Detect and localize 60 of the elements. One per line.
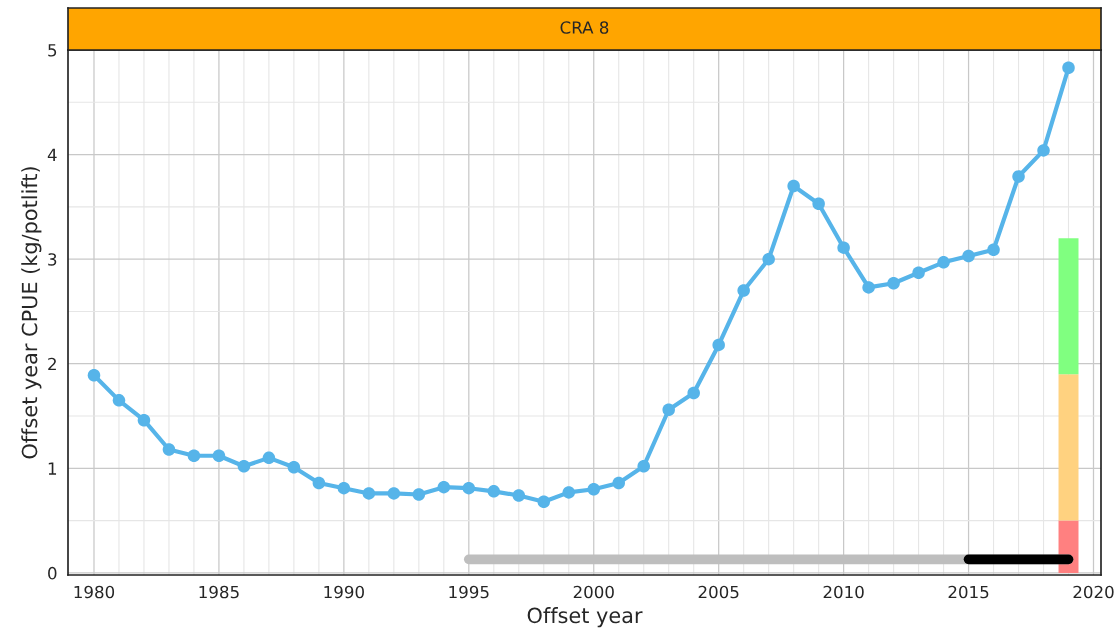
point xyxy=(962,249,975,263)
point xyxy=(987,243,1000,256)
point xyxy=(237,459,251,473)
x-tick-label: 1990 xyxy=(324,585,364,599)
bar xyxy=(1058,238,1079,375)
point xyxy=(637,459,650,473)
x-tick-label: 2015 xyxy=(948,585,989,599)
point xyxy=(162,443,176,456)
y-tick-label: 0 xyxy=(48,566,57,580)
point xyxy=(1012,170,1025,183)
x-tick-label: 1985 xyxy=(199,585,239,599)
y-tick-label: 4 xyxy=(47,148,57,161)
point xyxy=(587,482,600,496)
point xyxy=(212,449,226,463)
point xyxy=(912,266,925,280)
point xyxy=(937,256,950,269)
chart-title: CRA 8 xyxy=(560,21,609,34)
point xyxy=(362,487,376,500)
x-tick-label: 1995 xyxy=(449,585,489,599)
point xyxy=(412,488,426,501)
y-axis-title: Offset year CPUE (kg/potlift) xyxy=(21,167,42,459)
point xyxy=(387,487,401,500)
point xyxy=(312,476,326,490)
point xyxy=(512,489,526,502)
point xyxy=(762,252,775,266)
y-tick-label: 1 xyxy=(48,462,57,475)
point xyxy=(87,369,101,382)
point xyxy=(337,481,351,495)
x-axis-title: Offset year xyxy=(527,607,643,628)
y-tick-label: 3 xyxy=(48,253,57,266)
x-tick-label: 1980 xyxy=(74,585,115,599)
point xyxy=(1062,61,1075,75)
point xyxy=(487,485,501,498)
point xyxy=(287,461,301,474)
point xyxy=(712,338,725,352)
y-tick-label: 5 xyxy=(48,44,57,57)
point xyxy=(812,197,825,210)
x-tick-label: 2000 xyxy=(573,585,614,599)
point xyxy=(112,394,126,407)
point xyxy=(612,476,625,490)
point xyxy=(837,241,850,254)
bar xyxy=(1058,374,1079,521)
point xyxy=(737,284,750,297)
y-tick-label: 2 xyxy=(48,357,56,371)
point xyxy=(1037,144,1050,157)
point xyxy=(137,413,151,427)
point xyxy=(187,449,201,463)
point xyxy=(887,276,900,290)
point xyxy=(437,480,451,494)
x-tick-label: 2020 xyxy=(1073,585,1114,599)
point xyxy=(262,451,276,465)
point xyxy=(862,281,875,294)
point xyxy=(787,179,800,193)
point xyxy=(537,495,551,509)
point xyxy=(662,403,675,417)
x-tick-label: 2005 xyxy=(698,585,739,599)
point xyxy=(562,486,576,499)
point xyxy=(687,386,700,400)
x-tick-label: 2010 xyxy=(823,585,864,599)
point xyxy=(462,481,476,495)
